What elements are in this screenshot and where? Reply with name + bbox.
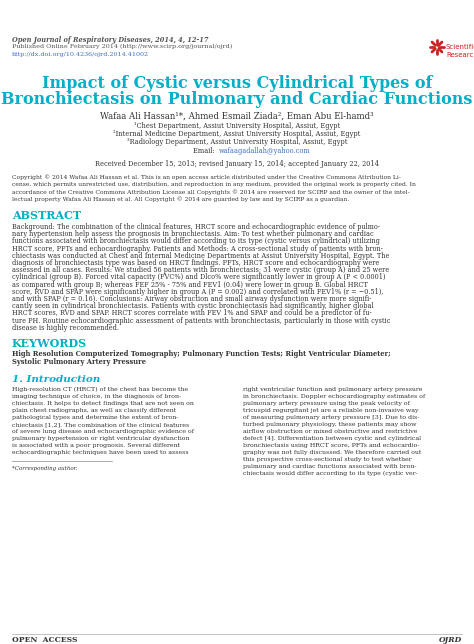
Text: OPEN  ACCESS: OPEN ACCESS [12, 636, 78, 644]
Text: OJRD: OJRD [439, 636, 462, 644]
Text: http://dx.doi.org/10.4236/ojrd.2014.41002: http://dx.doi.org/10.4236/ojrd.2014.4100… [12, 52, 149, 57]
Text: Copyright © 2014 Wafaa Ali Hassan et al. This is an open access article distribu: Copyright © 2014 Wafaa Ali Hassan et al.… [12, 174, 401, 180]
Text: graphy was not fully discussed. We therefore carried out: graphy was not fully discussed. We there… [243, 450, 421, 455]
Text: ¹Chest Department, Assiut University Hospital, Assiut, Egypt: ¹Chest Department, Assiut University Hos… [134, 122, 340, 130]
Text: imaging technique of choice, in the diagnosis of bron-: imaging technique of choice, in the diag… [12, 394, 181, 399]
Text: disease is highly recommended.: disease is highly recommended. [12, 324, 119, 332]
Text: chiectasis would differ according to its type (cystic ver-: chiectasis would differ according to its… [243, 471, 418, 477]
Text: KEYWORDS: KEYWORDS [12, 338, 87, 349]
Text: High-resolution CT (HRCT) of the chest has become the: High-resolution CT (HRCT) of the chest h… [12, 387, 188, 392]
Text: ³Radiology Department, Assiut University Hospital, Assiut, Egypt: ³Radiology Department, Assiut University… [127, 138, 347, 146]
Text: ²Internal Medicine Department, Assiut University Hospital, Assiut, Egypt: ²Internal Medicine Department, Assiut Un… [113, 130, 361, 138]
Text: pathological types and determine the extent of bron-: pathological types and determine the ext… [12, 415, 178, 420]
Text: defect [4]. Differentiation between cystic and cylindrical: defect [4]. Differentiation between cyst… [243, 436, 421, 441]
Text: Email:: Email: [193, 147, 219, 155]
Text: Published Online February 2014 (http://www.scirp.org/journal/ojrd): Published Online February 2014 (http://w… [12, 44, 232, 49]
Text: accordance of the Creative Commons Attribution License all Copyrights © 2014 are: accordance of the Creative Commons Attri… [12, 189, 410, 194]
Text: chiectasis was conducted at Chest and Internal Medicine Departments at Assiut Un: chiectasis was conducted at Chest and In… [12, 252, 389, 260]
Text: Open Journal of Respiratory Diseases, 2014, 4, 12-17: Open Journal of Respiratory Diseases, 20… [12, 36, 209, 44]
Text: chiectasis [1,2]. The combination of the clinical features: chiectasis [1,2]. The combination of the… [12, 422, 189, 427]
Text: wafaagadallah@yahoo.com: wafaagadallah@yahoo.com [219, 147, 311, 155]
Text: nary hypertension help assess the prognosis in bronchiectasis. Aim: To test whet: nary hypertension help assess the progno… [12, 230, 374, 238]
Text: pulmonary hypertension or right ventricular dysfunction: pulmonary hypertension or right ventricu… [12, 436, 190, 441]
Text: airflow obstruction or mixed obstructive and restrictive: airflow obstruction or mixed obstructive… [243, 429, 418, 434]
Text: this prospective cross-sectional study to test whether: this prospective cross-sectional study t… [243, 457, 411, 462]
Text: assessed in all cases. Results: We studied 56 patients with bronchiectasis; 31 w: assessed in all cases. Results: We studi… [12, 266, 389, 274]
Text: ture PH. Routine echocardiographic assessment of patients with bronchiectasis, p: ture PH. Routine echocardiographic asses… [12, 317, 391, 325]
Text: right ventricular function and pulmonary artery pressure: right ventricular function and pulmonary… [243, 387, 422, 392]
Text: chiectasis. It helps to detect findings that are not seen on: chiectasis. It helps to detect findings … [12, 401, 194, 406]
Text: bronchiectasis using HRCT score, PFTs and echocardio-: bronchiectasis using HRCT score, PFTs an… [243, 443, 419, 448]
Text: cylindrical (group B). Forced vital capacity (FVC%) and Dlco% were significantly: cylindrical (group B). Forced vital capa… [12, 274, 385, 281]
Text: pulmonary and cardiac functions associated with bron-: pulmonary and cardiac functions associat… [243, 464, 417, 469]
Text: functions associated with bronchiectasis would differ according to its type (cys: functions associated with bronchiectasis… [12, 238, 380, 245]
Text: HRCT scores, RVD and SPAP. HRCT scores correlate with FEV 1% and SPAP and could : HRCT scores, RVD and SPAP. HRCT scores c… [12, 309, 372, 317]
Text: tricuspid regurgitant jet are a reliable non-invasive way: tricuspid regurgitant jet are a reliable… [243, 408, 419, 413]
Text: Background: The combination of the clinical features, HRCT score and echocardiog: Background: The combination of the clini… [12, 223, 380, 231]
Text: Scientific
Research: Scientific Research [446, 44, 474, 57]
Text: *Corresponding author.: *Corresponding author. [12, 466, 77, 471]
Text: High Resolution Computerized Tomography; Pulmonary Function Tests; Right Ventric: High Resolution Computerized Tomography;… [12, 350, 391, 358]
Text: echocardiographic techniques have been used to assess: echocardiographic techniques have been u… [12, 450, 189, 455]
Text: in bronchiectasis. Doppler echocardiography estimates of: in bronchiectasis. Doppler echocardiogra… [243, 394, 425, 399]
Text: diagnosis of bronchiectasis type was based on HRCT findings. PFTs, HRCT score an: diagnosis of bronchiectasis type was bas… [12, 259, 379, 267]
Text: turbed pulmonary physiology, these patients may show: turbed pulmonary physiology, these patie… [243, 422, 417, 427]
Text: HRCT score, PFTs and echocardiography. Patients and Methods: A cross-sectional s: HRCT score, PFTs and echocardiography. P… [12, 245, 383, 252]
Text: Systolic Pulmonary Artery Pressure: Systolic Pulmonary Artery Pressure [12, 357, 146, 366]
Text: as compared with group B; whereas FEF 25% - 75% and FEV1 (0.04) were lower in gr: as compared with group B; whereas FEF 25… [12, 281, 368, 289]
Text: Received December 15, 2013; revised January 15, 2014; accepted January 22, 2014: Received December 15, 2013; revised Janu… [95, 160, 379, 168]
Text: of measuring pulmonary artery pressure [3]. Due to dis-: of measuring pulmonary artery pressure [… [243, 415, 419, 420]
Text: is associated with a poor prognosis. Several different: is associated with a poor prognosis. Sev… [12, 443, 180, 448]
Text: score, RVD and SPAP were significantly higher in group A (P = 0.002) and correla: score, RVD and SPAP were significantly h… [12, 288, 383, 296]
Text: plain chest radiographs, as well as classify different: plain chest radiographs, as well as clas… [12, 408, 176, 413]
Text: Bronchiectasis on Pulmonary and Cardiac Functions: Bronchiectasis on Pulmonary and Cardiac … [1, 91, 473, 108]
Text: pulmonary artery pressure using the peak velocity of: pulmonary artery pressure using the peak… [243, 401, 410, 406]
Text: cantly seen in cylindrical bronchiectasis. Patients with cystic bronchiectasis h: cantly seen in cylindrical bronchiectasi… [12, 302, 374, 310]
Text: ABSTRACT: ABSTRACT [12, 210, 81, 221]
Text: and with SPAP (r = 0.16). Conclusions: Airway obstruction and small airway dysfu: and with SPAP (r = 0.16). Conclusions: A… [12, 295, 372, 303]
Text: lectual property Wafaa Ali Hassan et al. All Copyright © 2014 are guarded by law: lectual property Wafaa Ali Hassan et al.… [12, 196, 349, 202]
Text: 1. Introduction: 1. Introduction [12, 375, 100, 384]
Text: Wafaa Ali Hassan¹*, Ahmed Esmail Ziada², Eman Abu El-hamd³: Wafaa Ali Hassan¹*, Ahmed Esmail Ziada²,… [100, 112, 374, 121]
Text: cense, which permits unrestricted use, distribution, and reproduction in any med: cense, which permits unrestricted use, d… [12, 182, 416, 187]
Text: Impact of Cystic versus Cylindrical Types of: Impact of Cystic versus Cylindrical Type… [42, 75, 432, 92]
Text: of severe lung disease and echocardiographic evidence of: of severe lung disease and echocardiogra… [12, 429, 194, 434]
